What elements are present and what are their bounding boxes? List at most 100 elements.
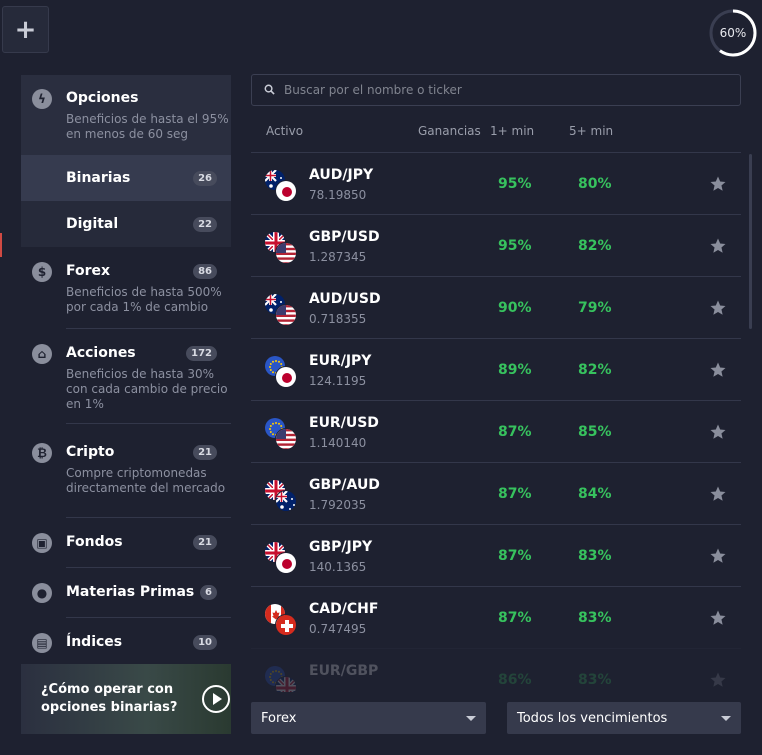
play-icon[interactable] (202, 685, 230, 713)
count-badge: 172 (186, 346, 217, 361)
count-badge: 21 (193, 445, 217, 460)
flag-ch-icon (275, 614, 297, 636)
asset-price: 1.792035 (309, 498, 367, 512)
currency-flags (264, 169, 298, 202)
currency-flags (264, 541, 298, 574)
count-badge: 10 (193, 635, 217, 650)
column-header-1min[interactable]: 1+ min (490, 124, 535, 138)
flag-jp-icon (275, 366, 297, 388)
count-badge: 86 (193, 264, 217, 279)
lightning-icon: ϟ (32, 89, 52, 109)
search-input[interactable] (284, 75, 724, 105)
asset-pair: GBP/USD (309, 229, 380, 245)
asset-row[interactable]: EUR/GBP 86% 83% (251, 648, 741, 692)
drop-icon: ● (32, 583, 52, 603)
asset-row[interactable]: CAD/CHF 0.747495 87% 83% (251, 586, 741, 648)
profit-1min: 87% (498, 486, 532, 502)
category-materias-primas[interactable]: ● Materias Primas 6 (21, 568, 231, 617)
asset-price: 1.287345 (309, 250, 367, 264)
chevron-down-icon (466, 716, 476, 721)
flag-gb-icon (275, 676, 297, 692)
star-icon[interactable] (709, 237, 727, 255)
star-icon[interactable] (709, 175, 727, 193)
category-title: Opciones (66, 90, 139, 106)
asset-pair: CAD/CHF (309, 601, 379, 617)
profit-1min: 90% (498, 300, 532, 316)
category-desc: Beneficios de hasta 30% con cada cambio … (66, 367, 228, 411)
flag-au-icon (275, 490, 297, 512)
box-icon: ▣ (32, 533, 52, 553)
bank-icon: ⌂ (32, 344, 52, 364)
category-desc: Beneficios de hasta 500% por cada 1% de … (66, 285, 222, 314)
add-tab-button[interactable]: + (2, 6, 49, 53)
subcategory-binarias[interactable]: Binarias 26 (21, 155, 231, 201)
flag-jp-icon (275, 180, 297, 202)
asset-row[interactable]: GBP/JPY 140.1365 87% 83% (251, 524, 741, 586)
scrollbar[interactable] (749, 154, 752, 329)
star-icon[interactable] (709, 423, 727, 441)
chevron-down-icon (721, 716, 731, 721)
category-forex[interactable]: $ Forex 86 Beneficios de hasta 500% por … (21, 247, 231, 328)
asset-pair: EUR/GBP (309, 663, 379, 679)
column-header-5min[interactable]: 5+ min (569, 124, 614, 138)
divider (66, 567, 231, 568)
flag-us-icon (275, 304, 297, 326)
category-title: Fondos (66, 534, 123, 550)
profit-1min: 95% (498, 238, 532, 254)
star-icon[interactable] (709, 547, 727, 565)
profit-5min: 83% (578, 610, 612, 626)
profit-5min: 85% (578, 424, 612, 440)
asset-row[interactable]: GBP/USD 1.287345 95% 82% (251, 214, 741, 276)
asset-row[interactable]: GBP/AUD 1.792035 87% 84% (251, 462, 741, 524)
asset-price: 124.1195 (309, 374, 367, 388)
currency-flags (264, 355, 298, 388)
star-icon[interactable] (709, 485, 727, 503)
flag-jp-icon (275, 552, 297, 574)
left-edge-marker (0, 233, 2, 257)
category-indices[interactable]: ▤ Índices 10 (21, 618, 231, 667)
profit-1min: 95% (498, 176, 532, 192)
divider (66, 328, 231, 329)
category-opciones[interactable]: ϟ Opciones Beneficios de hasta el 95% en… (21, 75, 231, 155)
divider (66, 617, 231, 618)
category-cripto[interactable]: ₿ Cripto 21 Compre criptomonedas directa… (21, 424, 231, 517)
category-title: Índices (66, 634, 123, 650)
dollar-icon: $ (32, 262, 52, 282)
category-acciones[interactable]: ⌂ Acciones 172 Beneficios de hasta 30% c… (21, 329, 231, 423)
column-header-ganancias: Ganancias (418, 124, 481, 138)
asset-price: 1.140140 (309, 436, 367, 450)
asset-search[interactable] (251, 74, 741, 106)
currency-flags (264, 603, 298, 636)
category-title: Cripto (66, 444, 115, 460)
expiry-select[interactable]: Todos los vencimientos (507, 702, 741, 734)
asset-row[interactable]: EUR/USD 1.140140 87% 85% (251, 400, 741, 462)
profit-1min: 86% (498, 672, 532, 688)
star-icon[interactable] (709, 671, 727, 689)
market-select[interactable]: Forex (251, 702, 486, 734)
subcategory-label: Digital (66, 216, 119, 232)
currency-flags (264, 479, 298, 512)
asset-pair: EUR/USD (309, 415, 379, 431)
star-icon[interactable] (709, 299, 727, 317)
profit-5min: 84% (578, 486, 612, 502)
column-header-activo[interactable]: Activo (266, 124, 304, 138)
asset-row[interactable]: AUD/JPY 78.19850 95% 80% (251, 152, 741, 214)
profit-1min: 87% (498, 424, 532, 440)
profit-5min: 80% (578, 176, 612, 192)
asset-pair: GBP/JPY (309, 539, 373, 555)
asset-row[interactable]: EUR/JPY 124.1195 89% 82% (251, 338, 741, 400)
star-icon[interactable] (709, 609, 727, 627)
asset-row[interactable]: AUD/USD 0.718355 90% 79% (251, 276, 741, 338)
search-icon (264, 84, 275, 95)
progress-indicator: 60% (708, 8, 758, 58)
count-badge: 22 (193, 217, 217, 232)
currency-flags (264, 293, 298, 326)
profit-1min: 87% (498, 610, 532, 626)
progress-ring (709, 9, 757, 57)
star-icon[interactable] (709, 361, 727, 379)
tutorial-video-card[interactable]: ¿Cómo operar con opciones binarias? (21, 664, 231, 734)
profit-5min: 82% (578, 362, 612, 378)
profit-1min: 87% (498, 548, 532, 564)
subcategory-digital[interactable]: Digital 22 (21, 201, 231, 247)
category-fondos[interactable]: ▣ Fondos 21 (21, 518, 231, 567)
